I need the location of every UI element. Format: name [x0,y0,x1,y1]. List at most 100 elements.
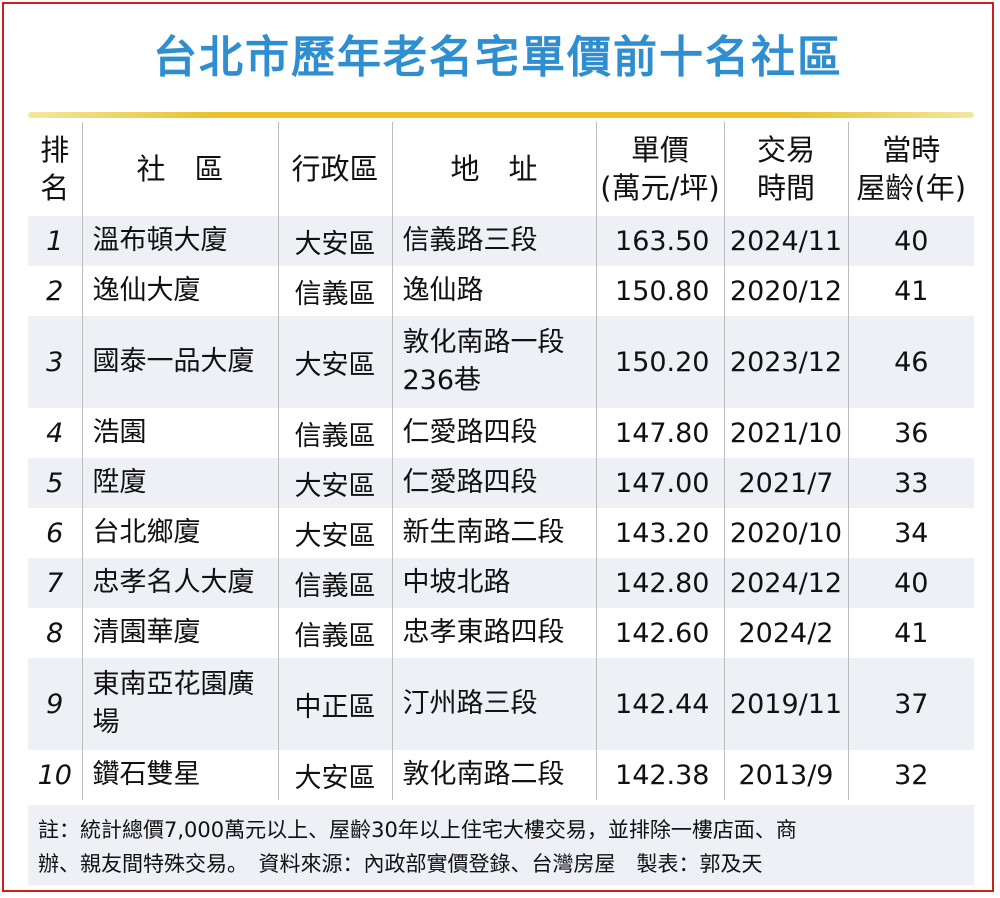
table-row: 1 溫布頓大廈 大安區 信義路三段 163.50 2024/11 40 [28,216,974,266]
address-cell: 汀州路三段 [391,658,596,750]
community-cell: 忠孝名人大廈 [81,558,278,608]
address-cell: 逸仙路 [391,266,596,316]
community-cell: 國泰一品大廈 [81,316,278,408]
address-cell: 忠孝東路四段 [391,608,596,658]
footnote-line1: 註：統計總價7,000萬元以上、屋齡30年以上住宅大樓交易，並排除一樓店面、商 [38,818,797,842]
header-age-line1: 當時 [882,133,941,167]
time-cell: 2019/11 [723,658,848,750]
rank-cell: 5 [28,458,82,508]
rank-cell: 7 [28,558,82,608]
header-age: 當時 屋齡(年) [847,122,974,216]
time-cell: 2020/10 [723,508,848,558]
table-row: 2 逸仙大廈 信義區 逸仙路 150.80 2020/12 41 [28,266,974,316]
price-cell: 163.50 [595,216,724,266]
age-cell: 34 [847,508,974,558]
time-cell: 2013/9 [723,750,848,800]
age-cell: 41 [847,608,974,658]
table-row: 6 台北鄉廈 大安區 新生南路二段 143.20 2020/10 34 [28,508,974,558]
address-cell: 新生南路二段 [391,508,596,558]
district-cell: 中正區 [277,658,392,750]
header-district: 行政區 [277,122,392,216]
district-cell: 大安區 [277,750,392,800]
time-cell: 2024/11 [723,216,848,266]
header-price-line2: (萬元/坪) [600,171,720,205]
page-title: 台北市歷年老名宅單價前十名社區 [153,32,843,83]
rank-cell: 6 [28,508,82,558]
rank-cell: 8 [28,608,82,658]
header-price-line1: 單價 [630,133,689,167]
district-cell: 大安區 [277,216,392,266]
ranking-table: 排 名 社 區 行政區 地 址 單價 (萬元/坪) 交易 時間 當時 屋齡(年) [28,122,974,800]
price-cell: 143.20 [595,508,724,558]
time-cell: 2024/2 [723,608,848,658]
rank-cell: 9 [28,658,82,750]
address-cell: 仁愛路四段 [391,458,596,508]
table-row: 4 浩園 信義區 仁愛路四段 147.80 2021/10 36 [28,408,974,458]
address-cell: 信義路三段 [391,216,596,266]
age-cell: 41 [847,266,974,316]
header-rank-line2: 名 [40,171,70,205]
table-header-row: 排 名 社 區 行政區 地 址 單價 (萬元/坪) 交易 時間 當時 屋齡(年) [28,122,974,216]
time-cell: 2020/12 [723,266,848,316]
price-cell: 150.20 [595,316,724,408]
community-cell: 溫布頓大廈 [81,216,278,266]
district-cell: 信義區 [277,266,392,316]
price-cell: 147.80 [595,408,724,458]
community-cell: 台北鄉廈 [81,508,278,558]
address-cell: 敦化南路二段 [391,750,596,800]
rank-cell: 10 [28,750,82,800]
title-divider [28,112,974,118]
community-cell: 陞廈 [81,458,278,508]
district-cell: 大安區 [277,508,392,558]
age-cell: 40 [847,216,974,266]
price-cell: 142.60 [595,608,724,658]
age-cell: 36 [847,408,974,458]
footnote: 註：統計總價7,000萬元以上、屋齡30年以上住宅大樓交易，並排除一樓店面、商 … [28,805,974,885]
header-address: 地 址 [391,122,596,216]
address-cell: 中坡北路 [391,558,596,608]
time-cell: 2021/7 [723,458,848,508]
address-cell: 敦化南路一段236巷 [391,316,596,408]
time-cell: 2023/12 [723,316,848,408]
age-cell: 33 [847,458,974,508]
table-row: 9 東南亞花園廣場 中正區 汀州路三段 142.44 2019/11 37 [28,658,974,750]
price-cell: 142.80 [595,558,724,608]
age-cell: 32 [847,750,974,800]
community-cell: 東南亞花園廣場 [81,658,278,750]
header-time-line2: 時間 [756,171,815,205]
rank-cell: 1 [28,216,82,266]
address-cell: 仁愛路四段 [391,408,596,458]
community-cell: 浩園 [81,408,278,458]
district-cell: 信義區 [277,558,392,608]
rank-cell: 4 [28,408,82,458]
price-cell: 142.38 [595,750,724,800]
table-row: 10 鑽石雙星 大安區 敦化南路二段 142.38 2013/9 32 [28,750,974,800]
header-rank: 排 名 [28,122,82,216]
footnote-line2: 辦、親友間特殊交易。 資料來源：內政部實價登錄、台灣房屋 製表：郭及天 [38,852,763,876]
table-row: 7 忠孝名人大廈 信義區 中坡北路 142.80 2024/12 40 [28,558,974,608]
district-cell: 大安區 [277,458,392,508]
age-cell: 37 [847,658,974,750]
header-community: 社 區 [81,122,278,216]
header-time-line1: 交易 [756,133,815,167]
table-row: 3 國泰一品大廈 大安區 敦化南路一段236巷 150.20 2023/12 4… [28,316,974,408]
price-cell: 147.00 [595,458,724,508]
community-cell: 鑽石雙星 [81,750,278,800]
header-time: 交易 時間 [723,122,848,216]
time-cell: 2024/12 [723,558,848,608]
district-cell: 信義區 [277,408,392,458]
rank-cell: 3 [28,316,82,408]
community-cell: 逸仙大廈 [81,266,278,316]
district-cell: 大安區 [277,316,392,408]
age-cell: 46 [847,316,974,408]
header-rank-line1: 排 [40,133,70,167]
table-row: 5 陞廈 大安區 仁愛路四段 147.00 2021/7 33 [28,458,974,508]
rank-cell: 2 [28,266,82,316]
district-cell: 信義區 [277,608,392,658]
age-cell: 40 [847,558,974,608]
price-cell: 150.80 [595,266,724,316]
price-cell: 142.44 [595,658,724,750]
community-cell: 清園華廈 [81,608,278,658]
time-cell: 2021/10 [723,408,848,458]
